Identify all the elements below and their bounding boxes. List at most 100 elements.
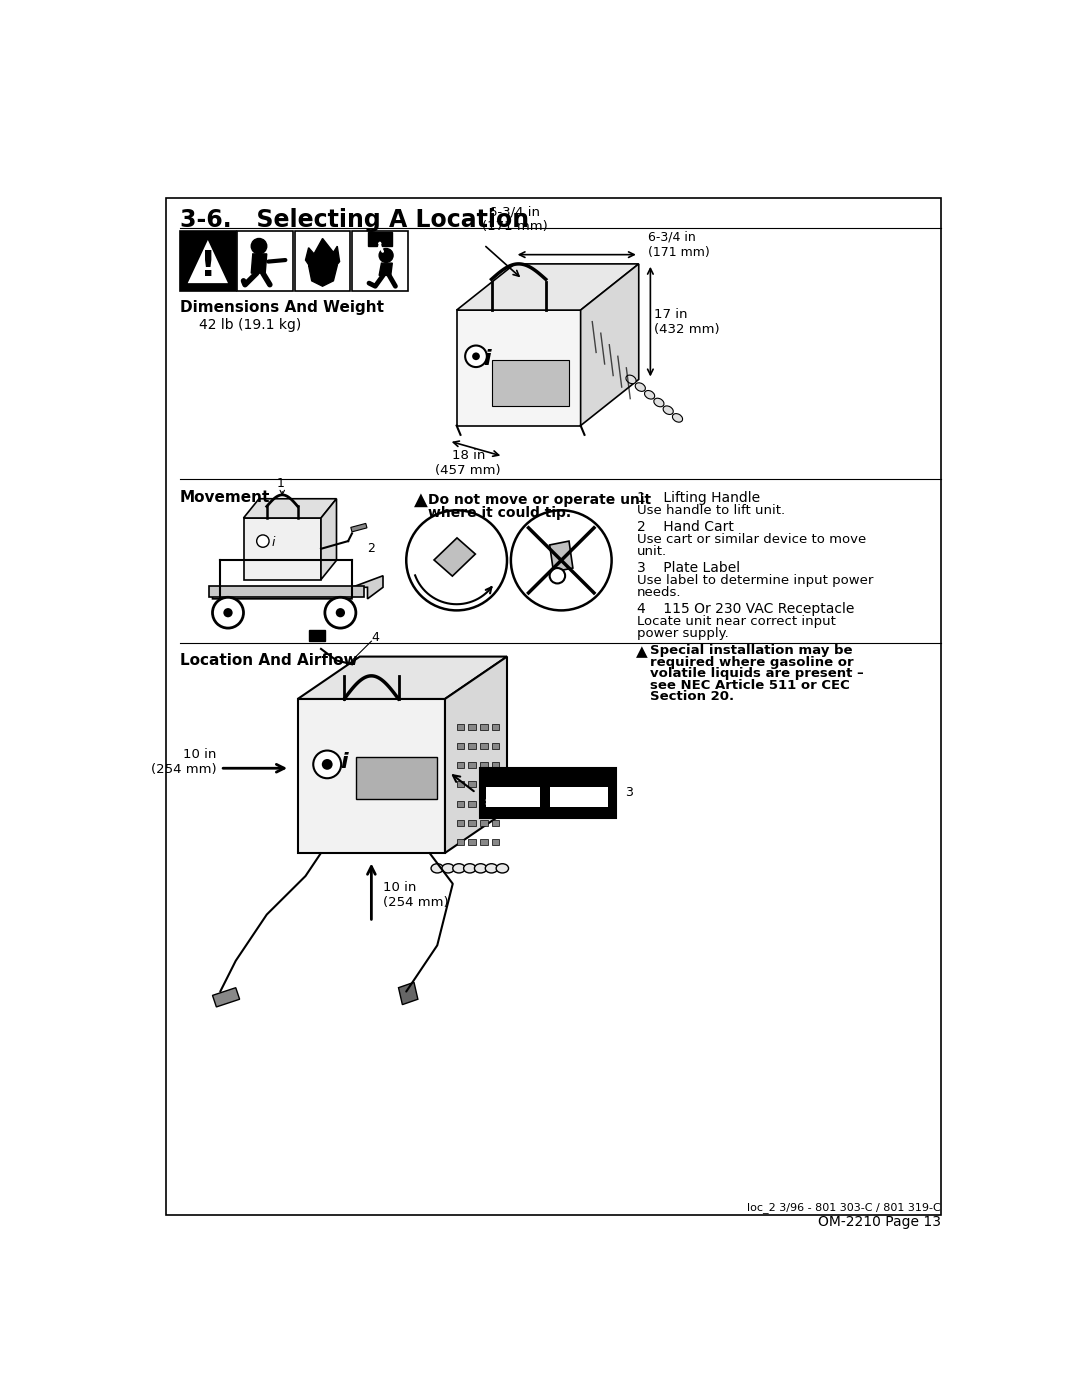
Bar: [491, 820, 499, 826]
Text: ▲: ▲: [414, 490, 428, 509]
Bar: [469, 763, 476, 768]
Circle shape: [465, 345, 487, 367]
Text: 3-6.   Selecting A Location: 3-6. Selecting A Location: [180, 208, 529, 232]
Circle shape: [550, 569, 565, 584]
Bar: [356, 757, 437, 799]
Text: Special installation may be: Special installation may be: [649, 644, 852, 657]
Text: where it could tip.: where it could tip.: [428, 507, 571, 521]
Text: required where gasoline or: required where gasoline or: [649, 655, 853, 669]
Text: 6-3/4 in
(171 mm): 6-3/4 in (171 mm): [648, 231, 710, 258]
Bar: [491, 743, 499, 749]
Bar: [480, 840, 488, 845]
Ellipse shape: [635, 383, 646, 391]
Bar: [469, 743, 476, 749]
Bar: [491, 840, 499, 845]
Text: 4: 4: [372, 631, 379, 644]
Text: Do not move or operate unit: Do not move or operate unit: [428, 493, 651, 507]
Ellipse shape: [453, 863, 465, 873]
Bar: [480, 781, 488, 788]
Text: 6-3/4 in
(171 mm): 6-3/4 in (171 mm): [482, 205, 548, 233]
Circle shape: [313, 750, 341, 778]
Ellipse shape: [485, 863, 498, 873]
Text: Location And Airflow: Location And Airflow: [180, 652, 357, 668]
Polygon shape: [188, 240, 228, 284]
Bar: [457, 743, 464, 749]
Text: Movement: Movement: [180, 489, 270, 504]
Text: 10 in
(254 mm): 10 in (254 mm): [383, 882, 448, 909]
Ellipse shape: [626, 376, 636, 384]
Ellipse shape: [496, 863, 509, 873]
Circle shape: [257, 535, 269, 548]
Circle shape: [213, 598, 243, 629]
Bar: [352, 231, 408, 291]
Text: 3    Plate Label: 3 Plate Label: [637, 562, 740, 576]
Circle shape: [322, 759, 333, 770]
Text: Use cart or similar device to move: Use cart or similar device to move: [637, 534, 866, 546]
Ellipse shape: [463, 863, 476, 873]
Circle shape: [472, 352, 480, 360]
Polygon shape: [306, 239, 339, 286]
Bar: [480, 763, 488, 768]
Bar: [457, 724, 464, 729]
Text: ▲: ▲: [636, 644, 647, 659]
Ellipse shape: [653, 398, 664, 407]
Text: Section 20.: Section 20.: [649, 690, 733, 704]
Circle shape: [224, 608, 232, 617]
Bar: [469, 724, 476, 729]
Circle shape: [406, 510, 507, 610]
Polygon shape: [243, 499, 337, 518]
Text: power supply.: power supply.: [637, 627, 729, 640]
Text: needs.: needs.: [637, 585, 681, 599]
Bar: [457, 820, 464, 826]
Bar: [480, 820, 488, 826]
Circle shape: [511, 510, 611, 610]
Text: Use label to determine input power: Use label to determine input power: [637, 574, 874, 587]
Bar: [491, 781, 499, 788]
Circle shape: [252, 239, 267, 254]
Bar: [550, 788, 608, 806]
Bar: [469, 800, 476, 806]
Polygon shape: [581, 264, 638, 426]
Bar: [457, 840, 464, 845]
Bar: [309, 630, 325, 641]
Text: 3: 3: [625, 787, 633, 799]
Polygon shape: [379, 263, 392, 275]
Circle shape: [336, 608, 345, 617]
Polygon shape: [298, 698, 445, 854]
Text: !: !: [200, 249, 216, 284]
Text: 18 in
(457 mm): 18 in (457 mm): [435, 448, 501, 476]
Text: volatile liquids are present –: volatile liquids are present –: [649, 668, 863, 680]
Polygon shape: [243, 518, 321, 580]
Ellipse shape: [673, 414, 683, 422]
Text: Dimensions And Weight: Dimensions And Weight: [180, 300, 384, 316]
Text: 2: 2: [367, 542, 376, 555]
Polygon shape: [550, 541, 572, 571]
Bar: [469, 781, 476, 788]
Bar: [469, 840, 476, 845]
Bar: [351, 524, 367, 532]
Text: Use handle to lift unit.: Use handle to lift unit.: [637, 504, 785, 517]
Text: 10 in
(254 mm): 10 in (254 mm): [151, 747, 216, 777]
Bar: [457, 781, 464, 788]
Ellipse shape: [663, 407, 673, 415]
Ellipse shape: [431, 863, 444, 873]
Text: loc_2 3/96 - 801 303-C / 801 319-C: loc_2 3/96 - 801 303-C / 801 319-C: [747, 1203, 941, 1214]
Bar: [208, 585, 364, 598]
Bar: [491, 724, 499, 729]
Text: 1    Lifting Handle: 1 Lifting Handle: [637, 490, 760, 506]
Text: 17 in
(432 mm): 17 in (432 mm): [654, 307, 720, 335]
Bar: [469, 820, 476, 826]
Text: i: i: [271, 536, 274, 549]
Bar: [367, 232, 392, 246]
Polygon shape: [457, 310, 581, 426]
Bar: [295, 231, 350, 291]
Bar: [480, 724, 488, 729]
Polygon shape: [457, 264, 638, 310]
Ellipse shape: [645, 391, 654, 400]
Ellipse shape: [474, 863, 487, 873]
Text: unit.: unit.: [637, 545, 667, 557]
Circle shape: [325, 598, 356, 629]
Ellipse shape: [442, 863, 455, 873]
Text: 1: 1: [276, 476, 285, 490]
Bar: [480, 800, 488, 806]
